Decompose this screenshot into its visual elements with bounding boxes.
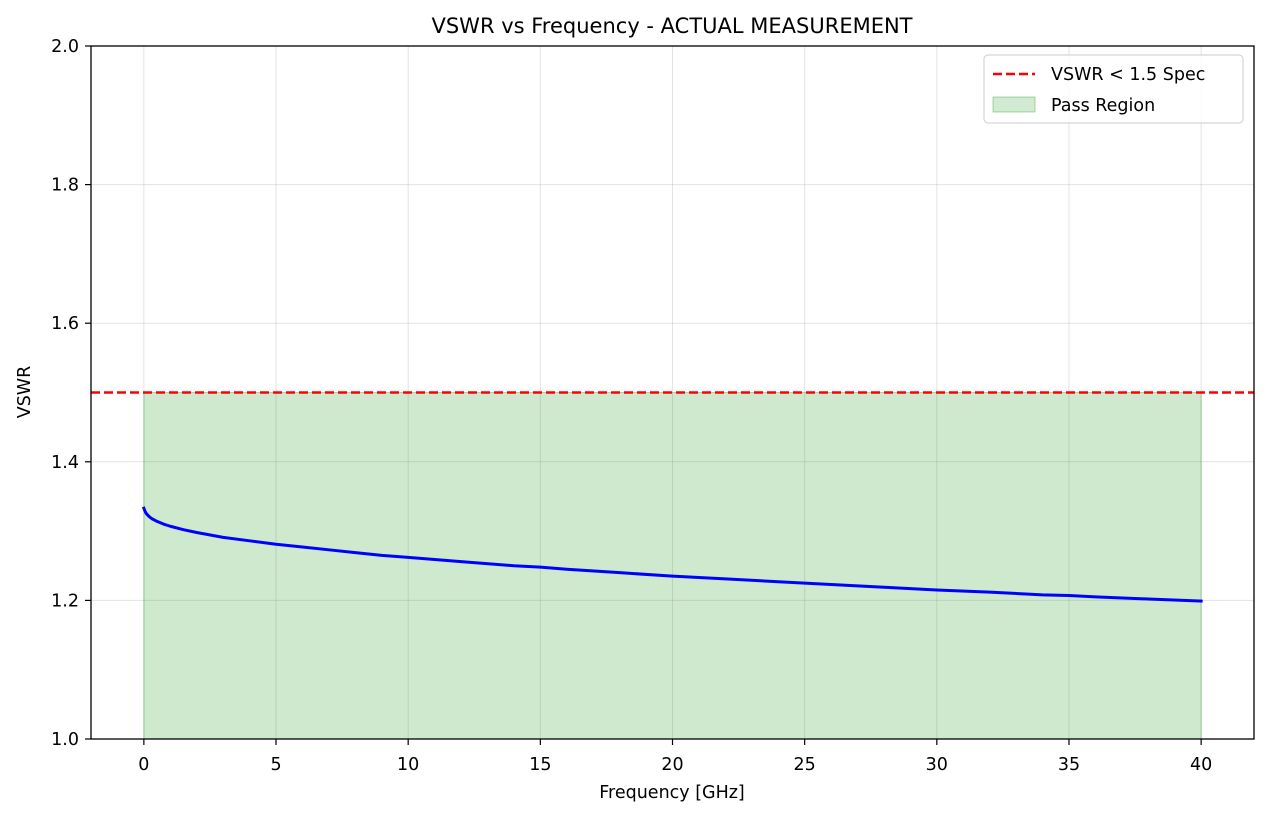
y-tick-label: 1.4 [51,453,79,473]
x-tick-label: 40 [1190,755,1212,775]
x-axis-label: Frequency [GHz] [599,783,745,803]
y-tick-label: 2.0 [51,37,79,57]
x-tick-label: 20 [661,755,683,775]
y-axis-label: VSWR [15,366,35,419]
legend-item-pass-region: Pass Region [1051,96,1155,116]
x-axis-ticks: 0 5 10 15 20 25 30 35 40 [138,739,1212,775]
chart-title: VSWR vs Frequency - ACTUAL MEASUREMENT [431,14,912,38]
x-tick-label: 10 [397,755,419,775]
x-tick-label: 30 [926,755,948,775]
x-tick-label: 5 [270,755,281,775]
pass-region-fill [143,392,1202,740]
x-tick-label: 15 [529,755,551,775]
y-tick-label: 1.2 [51,591,79,611]
y-tick-label: 1.8 [51,176,79,196]
x-tick-label: 25 [794,755,816,775]
legend: VSWR < 1.5 Spec Pass Region [983,54,1244,124]
legend-pass-region-swatch [992,96,1036,113]
x-tick-label: 0 [138,755,149,775]
pass-region [143,392,1202,740]
y-tick-label: 1.0 [51,730,79,750]
legend-box [983,54,1244,124]
x-tick-label: 35 [1058,755,1080,775]
y-axis-ticks: 1.0 1.2 1.4 1.6 1.8 2.0 [51,37,91,750]
y-tick-label: 1.6 [51,314,79,334]
series-layer [141,506,1203,603]
legend-item-spec: VSWR < 1.5 Spec [1051,65,1205,85]
vswr-series-line [141,506,1203,603]
